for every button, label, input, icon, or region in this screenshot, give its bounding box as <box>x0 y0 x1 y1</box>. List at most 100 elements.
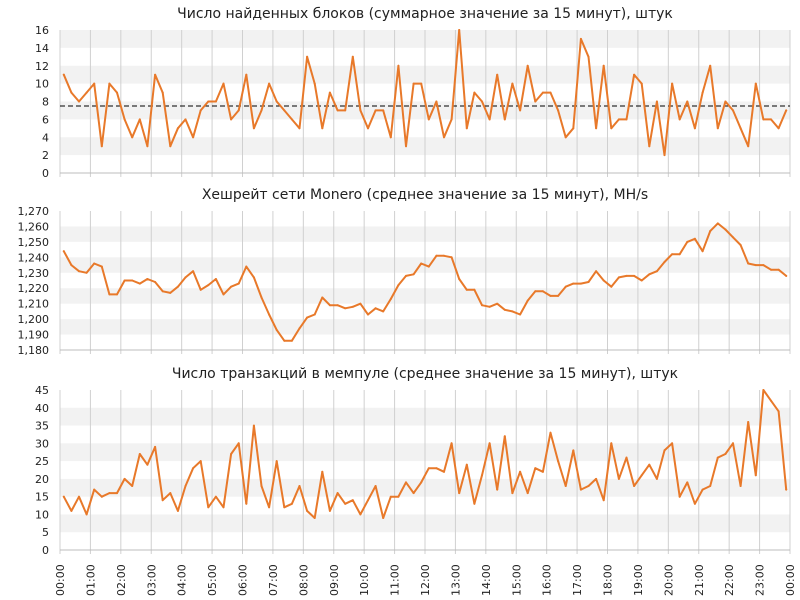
data-point <box>374 109 377 112</box>
data-point <box>214 495 217 498</box>
data-point <box>382 310 385 313</box>
y-tick-label: 1,240 <box>18 251 50 264</box>
data-point <box>747 421 750 423</box>
data-point <box>412 273 415 276</box>
y-tick-label: 16 <box>35 24 49 37</box>
data-point <box>93 262 96 265</box>
data-point <box>617 276 620 279</box>
data-point <box>328 509 331 512</box>
data-point <box>351 499 354 502</box>
data-point <box>328 91 331 94</box>
data-point <box>686 240 689 243</box>
data-point <box>678 118 681 121</box>
data-point <box>526 64 529 67</box>
y-tick-label: 4 <box>42 131 49 144</box>
data-point <box>481 474 483 477</box>
data-point <box>579 37 582 40</box>
data-point <box>701 488 704 491</box>
data-point <box>732 442 734 445</box>
data-point <box>541 290 544 293</box>
data-point <box>511 492 514 495</box>
data-point <box>435 254 438 257</box>
data-point <box>245 265 248 268</box>
data-point <box>693 237 696 240</box>
data-point <box>199 288 202 291</box>
data-point <box>481 304 483 307</box>
data-point <box>762 118 765 121</box>
data-point <box>283 109 286 112</box>
x-tick-label: 07:00 <box>267 564 280 596</box>
data-point <box>427 467 430 470</box>
data-point <box>85 271 88 274</box>
data-point <box>222 506 225 509</box>
data-point <box>252 127 255 130</box>
data-point <box>275 460 278 463</box>
data-point <box>313 82 316 85</box>
x-tick-label: 21:00 <box>693 564 706 596</box>
data-point <box>131 485 134 487</box>
data-point <box>367 499 369 502</box>
series-line <box>62 222 788 342</box>
data-point <box>579 488 582 491</box>
data-point <box>625 456 628 459</box>
data-point <box>405 481 407 484</box>
data-point <box>709 230 712 233</box>
data-point <box>344 307 347 310</box>
data-point <box>435 467 438 470</box>
data-point <box>625 118 628 121</box>
data-point <box>481 100 483 103</box>
data-point <box>230 453 233 455</box>
series-line <box>62 29 788 157</box>
data-point <box>351 55 354 58</box>
data-point <box>754 82 757 85</box>
data-point <box>100 265 103 268</box>
data-point <box>412 492 415 495</box>
data-point <box>587 485 590 487</box>
data-point <box>701 250 704 253</box>
data-point <box>678 495 681 498</box>
x-tick-label: 04:00 <box>176 564 189 596</box>
data-point <box>458 29 461 31</box>
data-point <box>503 308 506 311</box>
x-tick-label: 16:00 <box>541 564 554 596</box>
data-point <box>450 442 453 445</box>
data-point <box>564 285 567 288</box>
data-point <box>770 399 772 402</box>
data-point <box>245 73 248 76</box>
data-point <box>572 449 575 452</box>
data-point <box>777 268 780 271</box>
data-point <box>154 281 157 283</box>
data-point <box>283 506 286 509</box>
data-point <box>610 442 613 445</box>
data-point <box>663 261 666 263</box>
data-point <box>161 499 164 502</box>
data-point <box>62 495 65 498</box>
data-point <box>192 136 195 139</box>
data-point <box>785 274 788 277</box>
data-point <box>739 485 742 487</box>
data-point <box>199 460 202 463</box>
data-point <box>754 474 757 477</box>
y-tick-label: 1,260 <box>18 220 50 233</box>
data-point <box>161 91 164 94</box>
data-point <box>298 485 301 487</box>
data-point <box>116 91 118 94</box>
data-point <box>230 285 233 288</box>
y-tick-label: 10 <box>35 508 49 521</box>
data-point <box>116 492 118 495</box>
data-point <box>595 477 598 480</box>
y-tick-label: 35 <box>35 420 49 433</box>
data-point <box>397 64 400 67</box>
y-tick-label: 1,230 <box>18 267 50 280</box>
data-point <box>534 100 537 103</box>
data-point <box>389 298 392 300</box>
data-point <box>222 293 225 296</box>
data-point <box>260 109 263 112</box>
data-point <box>138 118 141 121</box>
data-point <box>214 100 217 103</box>
data-point <box>214 278 217 280</box>
data-point <box>648 463 651 466</box>
data-point <box>207 100 210 103</box>
data-point <box>526 299 529 302</box>
chart-panel-2: Хешрейт сети Monero (среднее значение за… <box>18 187 791 357</box>
